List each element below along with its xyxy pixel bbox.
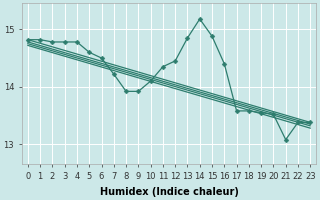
X-axis label: Humidex (Indice chaleur): Humidex (Indice chaleur) bbox=[100, 187, 238, 197]
